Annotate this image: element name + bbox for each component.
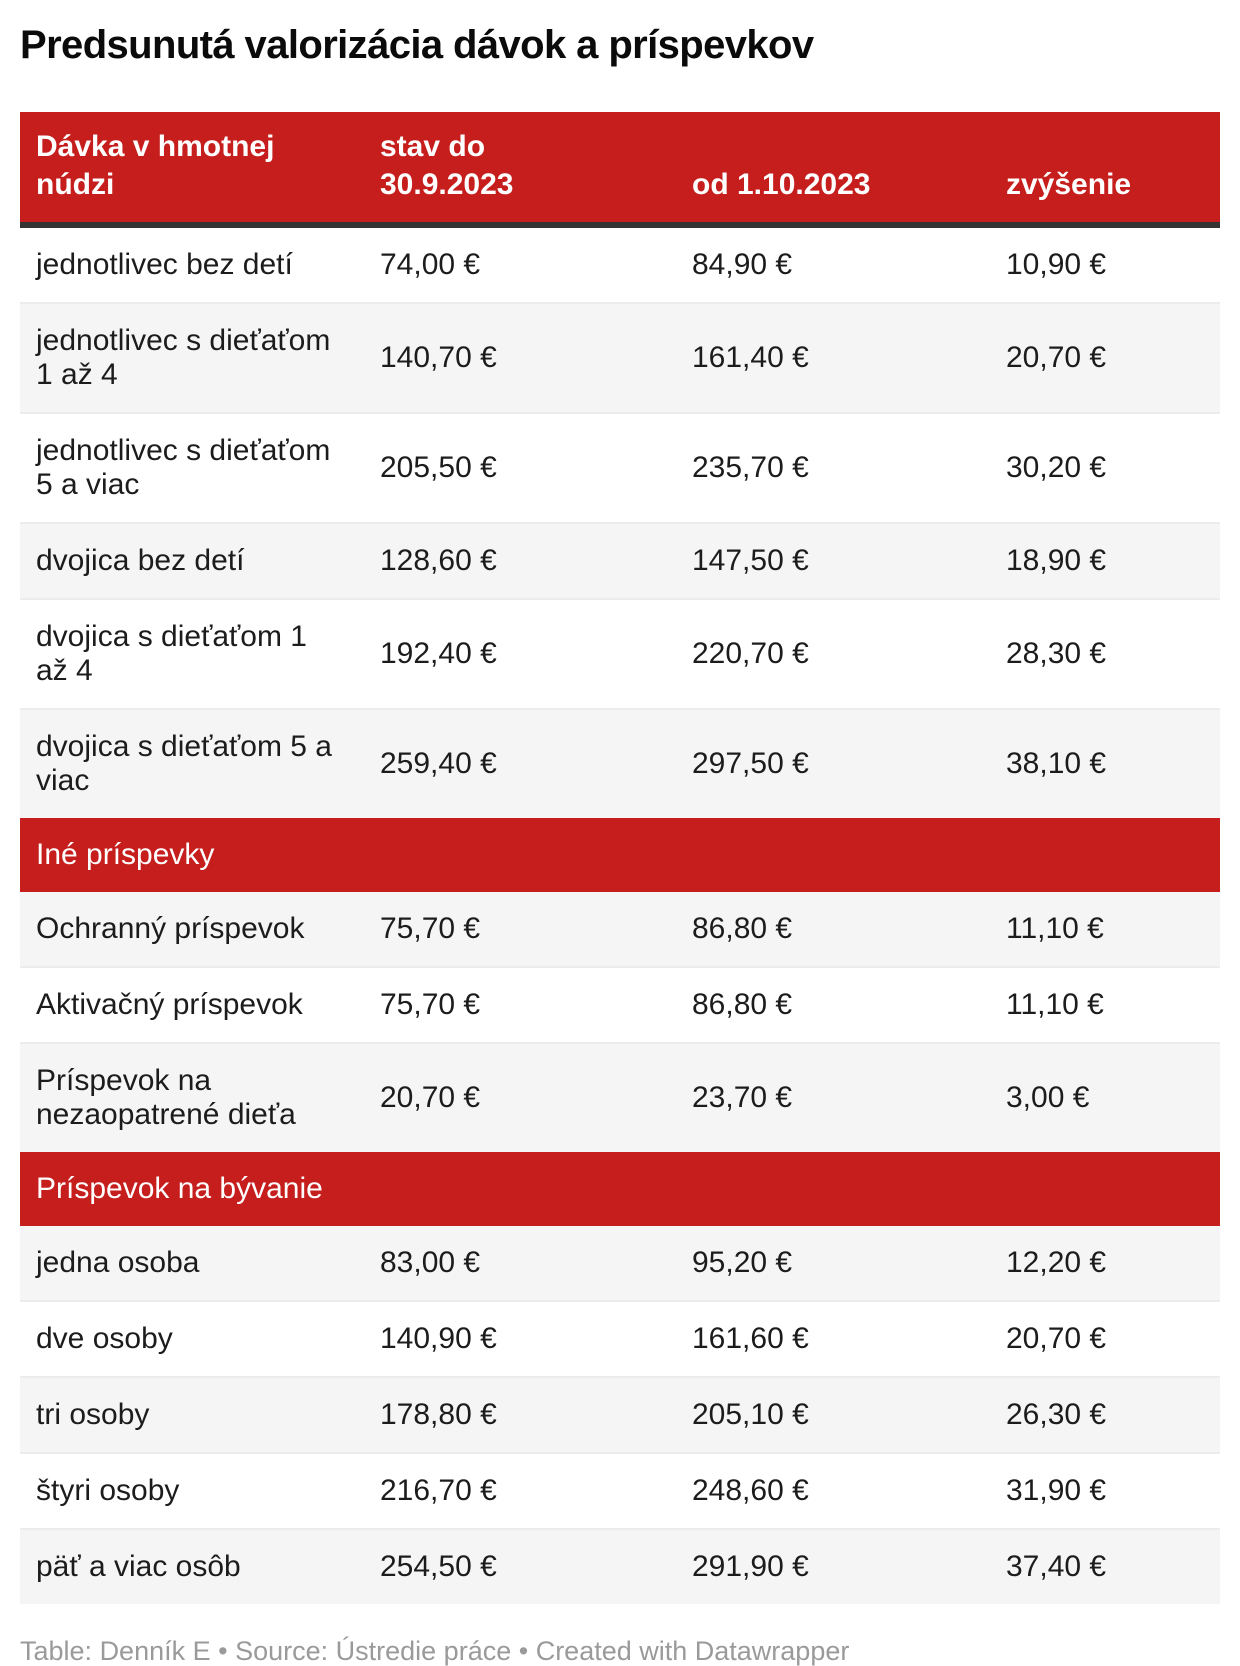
row-label: päť a viac osôb xyxy=(20,1528,364,1604)
section-header-row: Príspevok na bývanie xyxy=(20,1152,1220,1226)
row-value-col3: 220,70 € xyxy=(676,598,990,709)
row-label: jednotlivec s dieťaťom 5 a viac xyxy=(20,412,364,523)
row-value-col3: 95,20 € xyxy=(692,1246,793,1279)
col-header-stav-do-30-9-2023: stav do 30.9.2023 xyxy=(364,112,676,228)
table-row: jednotlivec s dieťaťom 1 až 4 140,70 €161… xyxy=(20,302,1220,413)
row-label: dve osoby xyxy=(20,1300,364,1377)
row-value-col4: 11,10 € xyxy=(990,966,1220,1043)
footer-text-source: • Source: xyxy=(210,1636,336,1666)
row-value-col2: 192,40 € xyxy=(364,598,676,709)
table-body: jednotlivec bez detí 74,00 € 84,90 € 10,90 … xyxy=(20,225,1220,1604)
row-value-col2: 178,80 € xyxy=(364,1376,676,1453)
row-value-col3: 23,70 € xyxy=(676,1042,990,1152)
row-label: dvojica bez detí xyxy=(20,522,364,599)
row-label: tri osoby xyxy=(20,1376,364,1453)
row-value-col4: 31,90 € xyxy=(990,1452,1220,1529)
table-row: päť a viac osôb 254,50 €291,90 €37,40 € xyxy=(20,1528,1220,1604)
table-header: Dávka v hmotnej núdzi stav do 30.9.2023 … xyxy=(20,112,1220,228)
row-value-col3: 205,10 € xyxy=(676,1376,990,1453)
row-value-col2: 259,40 € xyxy=(364,708,676,818)
row-value-col3: 235,70 € xyxy=(676,412,990,523)
section-header-label: Iné príspevky xyxy=(36,838,215,871)
row-value-col2: 20,70 € xyxy=(364,1042,676,1152)
footer-text-created-with: • Created with xyxy=(511,1636,695,1666)
row-label: Aktivačný príspevok xyxy=(20,966,364,1043)
row-value-col4: 20,70 € xyxy=(990,1300,1220,1377)
row-value-col2: 140,70 € xyxy=(364,302,676,413)
row-label: dvojica s dieťaťom 1 až 4 xyxy=(20,598,364,709)
row-label: jednotlivec bez detí xyxy=(36,248,293,281)
table-row: dvojica s dieťaťom 5 a viac 259,40 €297,5… xyxy=(20,708,1220,818)
row-value-col4: 26,30 € xyxy=(990,1376,1220,1453)
row-value-col4: 11,10 € xyxy=(1006,912,1104,945)
row-value-col4: 30,20 € xyxy=(990,412,1220,523)
row-value-col3: 84,90 € xyxy=(692,248,793,281)
row-value-col4: 12,20 € xyxy=(1006,1246,1107,1279)
row-value-col4: 18,90 € xyxy=(990,522,1220,599)
table-row: jednotlivec s dieťaťom 5 a viac 205,50 €2… xyxy=(20,412,1220,523)
row-value-col2: 75,70 € xyxy=(364,966,676,1043)
table-row: dvojica s dieťaťom 1 až 4 192,40 €220,70 … xyxy=(20,598,1220,709)
row-label: Príspevok na nezaopatrené dieťa xyxy=(20,1042,364,1152)
row-label: Ochranný príspevok xyxy=(36,912,305,945)
row-value-col2: 128,60 € xyxy=(364,522,676,599)
row-value-col3: 147,50 € xyxy=(676,522,990,599)
row-value-col2: 140,90 € xyxy=(364,1300,676,1377)
attribution-footer: Table: Denník E • Source: Ústredie práce… xyxy=(20,1634,1220,1666)
col-header-zvysenie: zvýšenie xyxy=(990,112,1220,228)
row-value-col3: 161,40 € xyxy=(676,302,990,413)
row-label: jednotlivec s dieťaťom 1 až 4 xyxy=(20,302,364,413)
footer-link-ustredie-prace[interactable]: Ústredie práce xyxy=(335,1636,512,1666)
benefits-table: Dávka v hmotnej núdzi stav do 30.9.2023 … xyxy=(20,112,1220,1604)
footer-link-datawrapper[interactable]: Datawrapper xyxy=(694,1636,850,1666)
table-row: jednotlivec bez detí 74,00 € 84,90 € 10,90 … xyxy=(20,225,1220,303)
col-header-davka-v-hmotnej-nudzi: Dávka v hmotnej núdzi xyxy=(20,112,364,228)
row-value-col3: 297,50 € xyxy=(676,708,990,818)
row-value-col4: 37,40 € xyxy=(990,1528,1220,1604)
table-row: štyri osoby 216,70 €248,60 €31,90 € xyxy=(20,1452,1220,1529)
row-value-col2: 205,50 € xyxy=(364,412,676,523)
row-value-col4: 3,00 € xyxy=(990,1042,1220,1152)
row-value-col2: 83,00 € xyxy=(380,1246,481,1279)
row-value-col4: 20,70 € xyxy=(990,302,1220,413)
table-row: dvojica bez detí 128,60 €147,50 €18,90 € xyxy=(20,522,1220,599)
row-label: jedna osoba xyxy=(36,1246,200,1279)
row-value-col4: 28,30 € xyxy=(990,598,1220,709)
row-value-col3: 86,80 € xyxy=(676,966,990,1043)
header-row: Dávka v hmotnej núdzi stav do 30.9.2023 … xyxy=(20,112,1220,228)
row-value-col4: 38,10 € xyxy=(990,708,1220,818)
table-row: jedna osoba 83,00 € 95,20 € 12,20 € xyxy=(20,1226,1220,1301)
row-value-col2: 74,00 € xyxy=(380,248,481,281)
col-header-od-1-10-2023: od 1.10.2023 xyxy=(676,112,990,228)
section-header-label: Príspevok na bývanie xyxy=(36,1172,323,1205)
table-row: Príspevok na nezaopatrené dieťa 20,70 €23… xyxy=(20,1042,1220,1152)
row-value-col3: 161,60 € xyxy=(676,1300,990,1377)
row-label: štyri osoby xyxy=(20,1452,364,1529)
row-value-col2: 216,70 € xyxy=(364,1452,676,1529)
row-value-col3: 248,60 € xyxy=(676,1452,990,1529)
footer-text-table: Table: xyxy=(20,1636,100,1666)
table-row: Ochranný príspevok 75,70 € 86,80 € 11,10 € xyxy=(20,892,1220,967)
row-label: dvojica s dieťaťom 5 a viac xyxy=(20,708,364,818)
row-value-col2: 254,50 € xyxy=(364,1528,676,1604)
footer-link-dennik-e[interactable]: Denník E xyxy=(99,1636,211,1666)
table-row: Aktivačný príspevok 75,70 €86,80 €11,10 € xyxy=(20,966,1220,1043)
row-value-col4: 10,90 € xyxy=(1006,248,1107,281)
page-title: Predsunutá valorizácia dávok a príspevko… xyxy=(20,23,814,67)
table-row: tri osoby 178,80 €205,10 €26,30 € xyxy=(20,1376,1220,1453)
row-value-col2: 75,70 € xyxy=(380,912,481,945)
row-value-col3: 86,80 € xyxy=(692,912,793,945)
row-value-col3: 291,90 € xyxy=(676,1528,990,1604)
table-row: dve osoby 140,90 €161,60 €20,70 € xyxy=(20,1300,1220,1377)
section-header-row: Iné príspevky xyxy=(20,818,1220,892)
